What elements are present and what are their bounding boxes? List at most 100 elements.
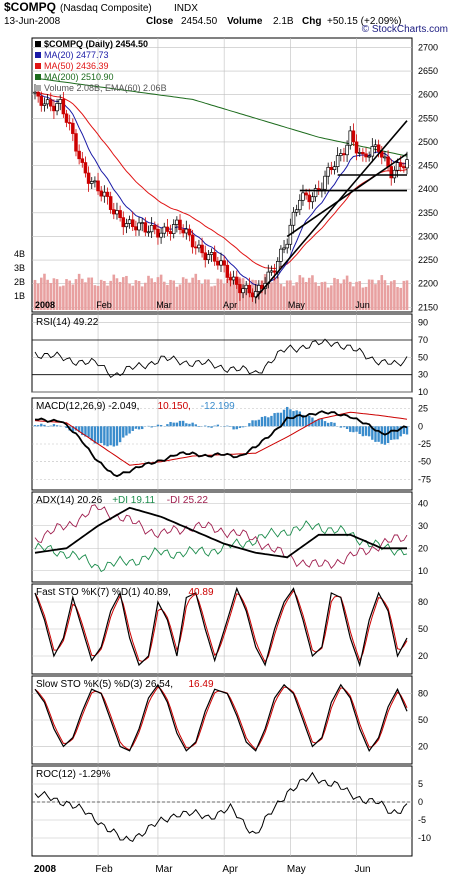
volume-bar	[403, 281, 406, 310]
candle-body	[160, 233, 163, 237]
candle-body	[298, 200, 301, 209]
macd-histogram-bar	[340, 426, 342, 427]
macd-histogram-bar	[122, 426, 124, 437]
macd-histogram-bar	[277, 413, 279, 427]
candle-body	[40, 96, 43, 105]
price-ytick-label: 2150	[418, 302, 438, 312]
macd-histogram-bar	[135, 426, 137, 428]
volume-bar	[210, 286, 213, 310]
macd-histogram-bar	[160, 425, 162, 426]
candle-body	[311, 197, 314, 202]
price-month-label: 2008	[35, 300, 55, 310]
candle-body	[175, 220, 178, 224]
macd-legend-text: MACD(12,26,9) -2.049,	[36, 401, 139, 412]
volume-bar	[90, 278, 93, 310]
volume-bar	[207, 280, 210, 310]
volume-bar	[113, 275, 116, 310]
price-ytick-label: 2300	[418, 231, 438, 241]
macd-histogram-bar	[261, 417, 263, 426]
macd-histogram-bar	[346, 426, 348, 429]
candle-body	[103, 192, 106, 196]
candle-body	[402, 167, 405, 168]
volume-bar	[138, 281, 141, 310]
macd-histogram-bar	[207, 426, 209, 427]
volume-bar	[122, 277, 125, 310]
volume-bar	[191, 278, 194, 310]
volume-bar	[198, 280, 201, 310]
macd-histogram-bar	[56, 425, 58, 426]
macd-histogram-bar	[258, 420, 260, 427]
macd-histogram-bar	[125, 426, 127, 435]
volume-value: 2.1B	[273, 16, 294, 27]
volume-bar	[72, 284, 75, 310]
candle-body	[330, 167, 333, 169]
volume-ytick-label: 4B	[14, 249, 25, 259]
rsi-ytick-label: 90	[418, 318, 428, 328]
macd-ytick-label: -50	[418, 457, 431, 467]
macd-histogram-bar	[43, 425, 45, 426]
slow-sto-ytick-label: 80	[418, 689, 428, 699]
volume-bar	[68, 281, 71, 310]
candle-body	[292, 212, 295, 225]
candle-body	[358, 152, 361, 153]
slow-sto-legend-text: Slow STO %K(5) %D(3) 26.54,	[36, 679, 173, 690]
macd-histogram-bar	[355, 426, 357, 431]
candle-body	[207, 255, 210, 260]
price-ytick-label: 2600	[418, 90, 438, 100]
adx-ytick-label: 10	[418, 566, 428, 576]
volume-bar	[201, 284, 204, 310]
candle-body	[232, 277, 235, 280]
source-watermark: © StockCharts.com	[362, 24, 448, 35]
candle-body	[100, 191, 103, 196]
bottom-month-label: Feb	[95, 864, 113, 875]
price-ytick-label: 2250	[418, 255, 438, 265]
volume-bar	[150, 278, 153, 310]
candle-body	[377, 145, 380, 152]
candle-body	[399, 163, 402, 167]
macd-histogram-bar	[179, 421, 181, 426]
rsi-ytick-label: 10	[418, 387, 428, 397]
candle-body	[147, 232, 150, 233]
adx-ytick-label: 40	[418, 498, 428, 508]
macd-histogram-bar	[198, 426, 200, 427]
macd-histogram-bar	[217, 425, 219, 427]
adx-ytick-label: 20	[418, 543, 428, 553]
volume-bar	[176, 287, 179, 310]
macd-histogram-bar	[213, 426, 215, 427]
volume-bar	[321, 282, 324, 310]
candle-body	[59, 99, 62, 103]
candle-body	[112, 210, 115, 214]
candle-body	[220, 261, 223, 265]
macd-histogram-bar	[176, 423, 178, 427]
macd-histogram-bar	[91, 426, 93, 440]
candle-body	[191, 235, 194, 247]
candle-body	[157, 229, 160, 237]
volume-bar	[324, 282, 327, 310]
candle-body	[138, 223, 141, 230]
macd-histogram-bar	[229, 426, 231, 427]
macd-histogram-bar	[97, 426, 99, 443]
price-legend-text: $COMPQ (Daily) 2454.50	[44, 39, 148, 49]
macd-histogram-bar	[396, 426, 398, 439]
candle-body	[213, 252, 216, 261]
candle-body	[327, 167, 330, 176]
price-ytick-label: 2650	[418, 66, 438, 76]
price-legend-swatch	[35, 63, 41, 69]
fast-sto-ytick-label: 20	[418, 651, 428, 661]
volume-bar	[179, 284, 182, 310]
volume-bar	[172, 280, 175, 310]
price-legend-text: Volume 2.08B, EMA(60) 2.06B	[44, 83, 167, 93]
macd-histogram-bar	[106, 426, 108, 446]
macd-histogram-bar	[343, 426, 345, 427]
fast-sto-ytick-label: 80	[418, 597, 428, 607]
macd-histogram-bar	[327, 423, 329, 426]
macd-histogram-bar	[141, 426, 143, 429]
price-ytick-label: 2700	[418, 42, 438, 52]
volume-bar	[387, 285, 390, 310]
price-ytick-label: 2400	[418, 184, 438, 194]
macd-histogram-bar	[387, 426, 389, 443]
chart-title-symbol: $COMPQ	[4, 0, 56, 14]
volume-bar	[141, 286, 144, 310]
